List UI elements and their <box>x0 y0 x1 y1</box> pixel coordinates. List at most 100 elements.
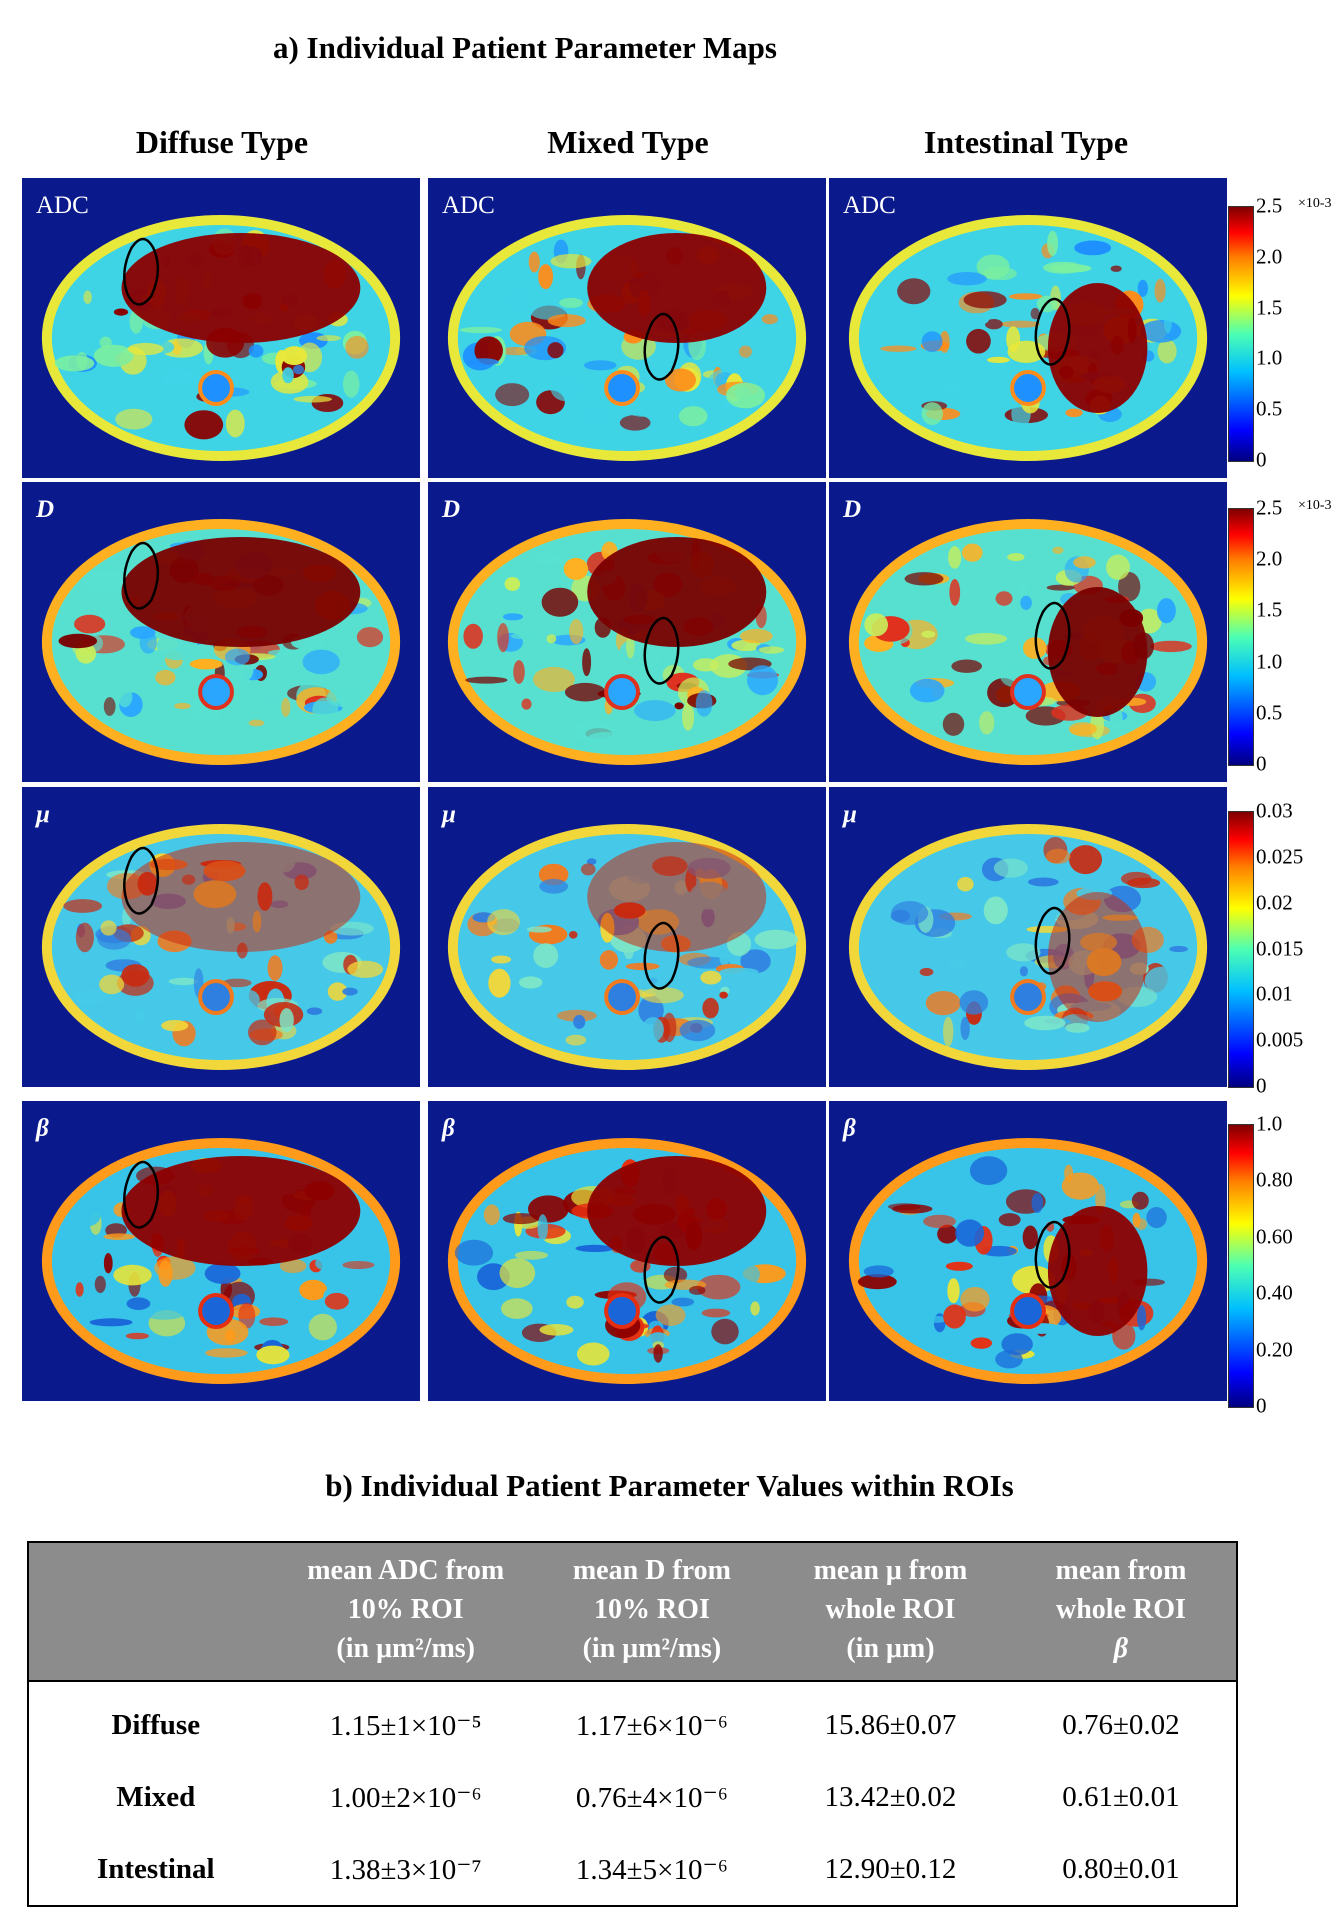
panel-label: ADC <box>843 192 896 219</box>
organ-region <box>121 537 361 647</box>
table-cell: 15.86±0.07 <box>824 1708 957 1741</box>
organ-region <box>1047 892 1148 1022</box>
colorbar-tick-label: 0.025 <box>1256 844 1304 869</box>
colorbar-tick-label: 0.005 <box>1256 1027 1304 1052</box>
panel-label: β <box>843 1115 856 1142</box>
table-cell: 1.15±1×10⁻⁵ <box>329 1709 482 1742</box>
parameter-map-panel: μ <box>428 787 826 1087</box>
column-heading-diffuse: Diffuse Type <box>135 124 309 160</box>
colorbar-tick-label: 1.0 <box>1256 649 1283 674</box>
table-cell: 1.38±3×10⁻⁷ <box>329 1853 482 1886</box>
section-b-title: b) Individual Patient Parameter Values w… <box>325 1468 1014 1503</box>
table-cell: 1.34±5×10⁻⁶ <box>575 1853 728 1886</box>
roi-contour <box>123 541 160 610</box>
colorbar-tick-label: 0 <box>1256 1073 1267 1098</box>
table-header-beta: mean from whole ROI β <box>1005 1542 1237 1682</box>
colorbar <box>1228 508 1254 766</box>
table-row: Mixed 1.00±2×10⁻⁶ 0.76±4×10⁻⁶ 13.42±0.02… <box>28 1761 1237 1833</box>
colorbar-tick-label: 0.015 <box>1256 936 1304 960</box>
colorbar-tick-label: 0.02 <box>1256 890 1293 915</box>
colorbar-tick-label: 0.01 <box>1256 981 1293 1006</box>
colorbar-tick-label: 2.0 <box>1256 546 1283 571</box>
organ-region <box>1047 283 1148 413</box>
colorbar-tick-label: 0 <box>1256 751 1267 776</box>
organ-region <box>587 537 767 647</box>
colorbar-tick-label: 2.5 <box>1256 193 1283 218</box>
table-cell: 13.42±0.02 <box>824 1780 957 1813</box>
colorbar-tick-label: 0.5 <box>1256 700 1283 725</box>
organ-region <box>1047 1206 1148 1336</box>
panel-label: ADC <box>442 192 495 219</box>
roi-contour <box>123 1160 160 1229</box>
colorbar-tick-label: 2.5 <box>1256 495 1283 520</box>
table-header-row: mean ADC from 10% ROI (in μm²/ms) mean D… <box>28 1542 1237 1682</box>
parameter-map-panel: μ <box>829 787 1227 1087</box>
colorbar-tick-label: 1.5 <box>1256 295 1283 320</box>
table-cell: 12.90±0.12 <box>824 1852 957 1885</box>
roi-contour <box>643 312 680 381</box>
colorbar <box>1228 206 1254 462</box>
table-cell: 0.76±4×10⁻⁶ <box>575 1781 728 1814</box>
roi-contour <box>643 1235 680 1304</box>
colorbar-tick-label: 0.40 <box>1256 1280 1293 1305</box>
roi-contour <box>1034 601 1071 670</box>
section-a-title: a) Individual Patient Parameter Maps <box>272 30 777 65</box>
table-cell: 1.17±6×10⁻⁶ <box>575 1709 728 1742</box>
panel-label: μ <box>442 801 456 828</box>
colorbar-tick-label: 0.5 <box>1256 396 1283 421</box>
organ-region <box>121 842 361 952</box>
parameter-map-panel: ADC <box>428 178 826 478</box>
parameter-map-panel: β <box>22 1101 420 1401</box>
colorbar <box>1228 811 1254 1088</box>
colorbar-tick-label: 1.0 <box>1256 1111 1283 1136</box>
table-cell: 0.76±0.02 <box>1062 1708 1180 1741</box>
table-cell: 1.00±2×10⁻⁶ <box>329 1781 482 1814</box>
roi-values-table: mean ADC from 10% ROI (in μm²/ms) mean D… <box>27 1541 1238 1907</box>
panel-label: μ <box>843 801 857 828</box>
panel-label: β <box>442 1115 455 1142</box>
row-label-intestinal: Intestinal <box>96 1852 215 1885</box>
table-row: Intestinal 1.38±3×10⁻⁷ 1.34±5×10⁻⁶ 12.90… <box>28 1833 1237 1906</box>
parameter-map-panel: β <box>829 1101 1227 1401</box>
panel-label: D <box>36 496 55 523</box>
organ-region <box>587 1156 767 1266</box>
organ-region <box>121 233 361 343</box>
table-header-mu: mean μ from whole ROI (in μm) <box>775 1542 1006 1682</box>
parameter-map-panel: D <box>428 482 826 782</box>
panel-label: ADC <box>36 192 89 219</box>
parameter-map-panel: μ <box>22 787 420 1087</box>
column-heading-intestinal: Intestinal Type <box>923 124 1129 160</box>
table-cell: 0.61±0.01 <box>1062 1780 1180 1813</box>
roi-contour <box>643 616 680 685</box>
colorbar-tick-label: 0 <box>1256 447 1267 472</box>
organ-region <box>121 1156 361 1266</box>
panel-label: D <box>442 496 461 523</box>
roi-contour <box>1034 1220 1071 1289</box>
table-row: Diffuse 1.15±1×10⁻⁵ 1.17±6×10⁻⁶ 15.86±0.… <box>28 1681 1237 1761</box>
colorbar-tick-label: 1.0 <box>1256 345 1283 370</box>
row-label-mixed: Mixed <box>116 1780 196 1813</box>
parameter-map-panel: D <box>22 482 420 782</box>
parameter-map-panel: ADC <box>829 178 1227 478</box>
colorbar-tick-label: 0.03 <box>1256 798 1293 823</box>
roi-contour <box>1034 906 1071 975</box>
panel-label: β <box>36 1115 49 1142</box>
colorbar-exponent: ×10-3 <box>1298 196 1332 211</box>
colorbar <box>1228 1124 1254 1408</box>
colorbar-tick-label: 0.60 <box>1256 1224 1293 1249</box>
table-header-d: mean D from 10% ROI (in μm²/ms) <box>528 1542 775 1682</box>
colorbar-tick-label: 2.0 <box>1256 244 1283 269</box>
panel-label: D <box>843 496 862 523</box>
colorbar-tick-label: 0 <box>1256 1393 1267 1418</box>
colorbar-exponent: ×10-3 <box>1298 498 1332 513</box>
roi-contour <box>123 237 160 306</box>
table-header-empty <box>28 1542 283 1682</box>
organ-region <box>587 842 767 952</box>
column-heading-mixed: Mixed Type <box>547 124 709 160</box>
colorbar-tick-label: 1.5 <box>1256 597 1283 622</box>
organ-region <box>1047 587 1148 717</box>
roi-contour <box>123 846 160 915</box>
table-cell: 0.80±0.01 <box>1062 1852 1180 1885</box>
roi-contour <box>643 921 680 990</box>
colorbar-tick-label: 0.80 <box>1256 1167 1293 1192</box>
